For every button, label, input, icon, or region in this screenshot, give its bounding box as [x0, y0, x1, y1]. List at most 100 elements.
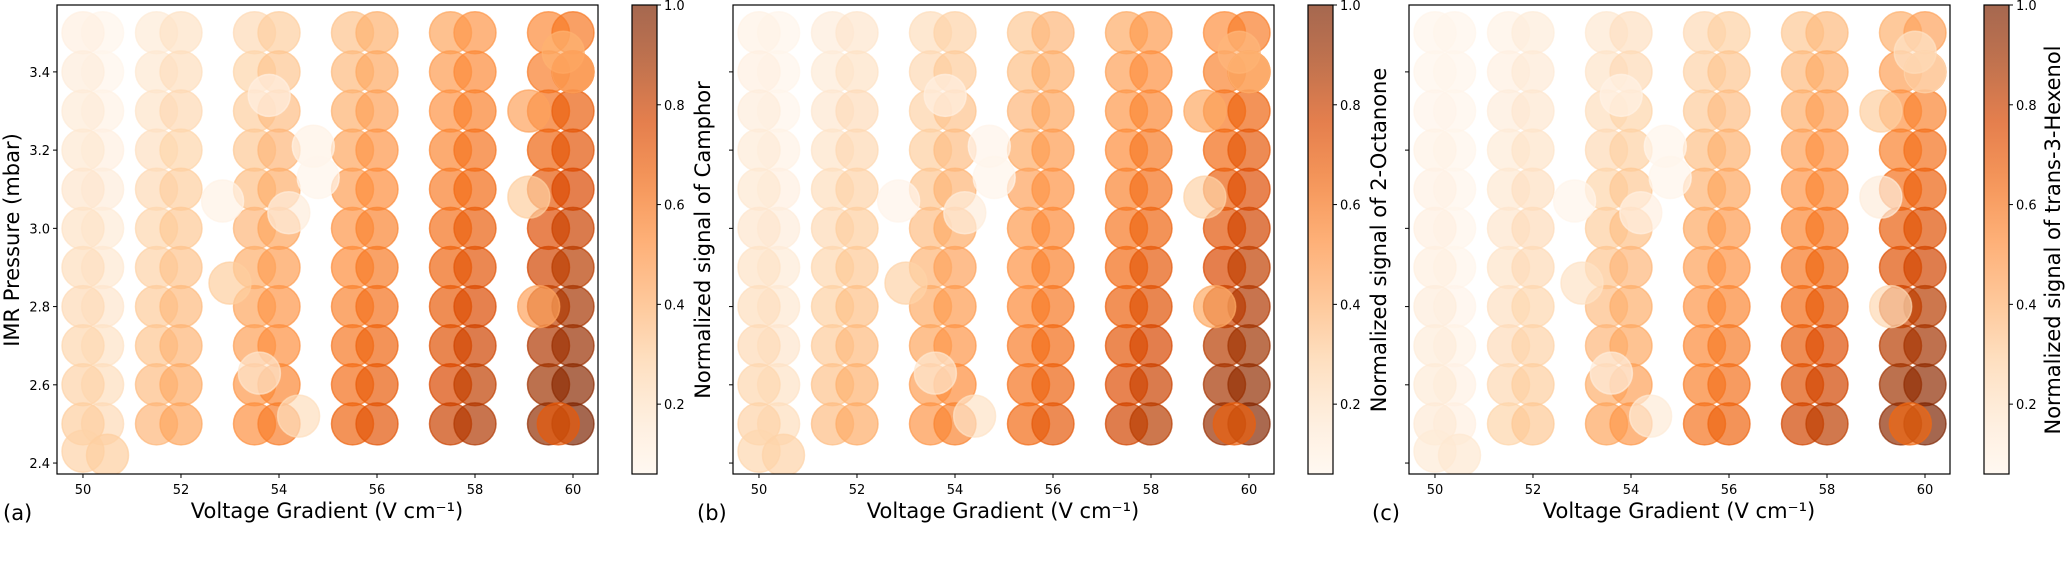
data-point — [61, 50, 105, 94]
data-point — [1129, 167, 1173, 211]
axis-ticks: 50 52 54 56 58 60 — [1405, 71, 1933, 498]
axes-frame — [56, 4, 599, 475]
data-point — [1129, 402, 1173, 446]
colorbar-tick-label: 1.0 — [664, 0, 685, 14]
data-point — [159, 245, 203, 290]
data-point — [267, 190, 311, 235]
data-point — [1805, 363, 1849, 407]
data-point — [551, 128, 595, 172]
data-point — [933, 284, 977, 329]
panel-a: 50 52 54 56 58 60 2.4 2.6 2.8 3.0 3.2 3.4 Voltage G… — [0, 0, 715, 525]
data-point — [1511, 363, 1555, 407]
data-point — [835, 402, 879, 446]
data-point — [1511, 284, 1555, 329]
data-point — [1805, 323, 1849, 368]
x-axis-label: Voltage Gradient (V cm⁻¹) — [867, 499, 1139, 523]
data-point — [1227, 323, 1271, 368]
x-tick-label: 54 — [1623, 483, 1640, 498]
data-point — [1031, 167, 1075, 211]
x-tick-label: 58 — [467, 483, 484, 498]
data-point — [247, 73, 291, 118]
x-tick-label: 58 — [1819, 483, 1836, 498]
colorbar-tick-label: 0.6 — [2016, 199, 2037, 214]
data-point — [551, 323, 595, 368]
data-point — [913, 351, 958, 395]
data-point — [355, 89, 399, 133]
data-point — [876, 179, 921, 223]
data-point — [159, 284, 203, 329]
data-point — [1511, 128, 1555, 172]
data-point — [1227, 206, 1271, 251]
data-point — [1129, 50, 1173, 94]
data-point — [1031, 128, 1075, 172]
data-point — [1031, 363, 1075, 407]
data-point — [1031, 50, 1075, 94]
x-tick-label: 54 — [947, 483, 964, 498]
scatter-points — [737, 11, 1271, 474]
data-point — [453, 167, 497, 211]
data-point — [61, 89, 105, 133]
colorbar-tick-label: 1.0 — [2016, 0, 2037, 14]
data-point — [355, 284, 399, 329]
data-point — [453, 284, 497, 329]
data-point — [1903, 245, 1947, 290]
x-tick-label: 54 — [271, 483, 288, 498]
data-point — [1511, 245, 1555, 290]
x-tick-label: 52 — [1525, 483, 1542, 498]
data-point — [1903, 363, 1947, 407]
data-point — [1129, 245, 1173, 290]
data-point — [159, 402, 203, 446]
colorbar-tick-label: 0.2 — [2016, 398, 2037, 413]
data-point — [1707, 167, 1751, 211]
colorbar-tick-label: 0.8 — [1340, 99, 1361, 114]
data-point — [1609, 11, 1653, 55]
data-point — [1413, 363, 1457, 407]
x-tick-label: 50 — [75, 483, 92, 498]
data-point — [257, 284, 301, 329]
axis-ticks: 50 52 54 56 58 60 — [729, 71, 1257, 498]
data-point — [737, 206, 781, 251]
data-point — [1511, 167, 1555, 211]
data-point — [737, 284, 781, 329]
data-point — [943, 190, 987, 235]
data-point — [1805, 206, 1849, 251]
data-point — [1903, 50, 1947, 94]
data-point — [1599, 73, 1643, 118]
data-point — [1805, 50, 1849, 94]
colorbar: 0.2 0.4 0.6 0.8 1.0 — [1983, 0, 2037, 475]
data-point — [1031, 11, 1075, 55]
colorbar-bar — [1307, 4, 1334, 475]
data-point — [453, 89, 497, 133]
data-point — [257, 245, 301, 290]
y-tick-label: 3.2 — [29, 144, 50, 159]
data-point — [737, 50, 781, 94]
colorbar-label: Normalized signal of trans-3-Hexenol — [2041, 45, 2065, 434]
x-tick-label: 52 — [173, 483, 190, 498]
colorbar-tick-label: 0.2 — [664, 398, 685, 413]
data-point — [1183, 175, 1227, 219]
colorbar-bar — [631, 4, 658, 475]
data-point — [1227, 50, 1271, 94]
data-point — [1227, 363, 1271, 407]
data-point — [1560, 261, 1604, 305]
data-point — [257, 11, 301, 55]
data-point — [551, 206, 595, 251]
data-point — [737, 323, 781, 368]
data-point — [355, 323, 399, 368]
data-point — [1129, 323, 1173, 368]
data-point — [1868, 284, 1913, 329]
data-point — [61, 323, 105, 368]
axis-ticks: 50 52 54 56 58 60 2.4 2.6 2.8 3.0 3.2 3.4 — [29, 66, 581, 498]
data-point — [1192, 284, 1237, 329]
data-point — [1413, 206, 1457, 251]
data-point — [761, 433, 806, 474]
data-point — [835, 50, 879, 94]
data-point — [933, 245, 977, 290]
data-point — [923, 73, 967, 118]
data-point — [1805, 284, 1849, 329]
data-point — [1413, 167, 1457, 211]
data-point — [355, 50, 399, 94]
x-tick-label: 50 — [751, 483, 768, 498]
y-tick-label: 2.4 — [29, 457, 50, 472]
